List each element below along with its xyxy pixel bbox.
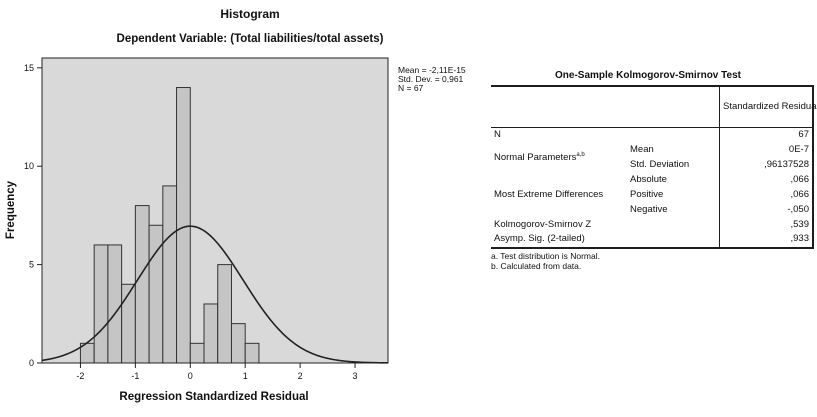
row-value: ,066 (719, 187, 814, 203)
ks-test-panel: One-Sample Kolmogorov-Smirnov Test Stand… (491, 70, 817, 271)
table-row: Kolmogorov-Smirnov Z ,539 (491, 217, 814, 233)
row-sublabel: Positive (630, 188, 664, 200)
table-note-b: b. Calculated from data. (491, 260, 582, 271)
histogram-svg: Histogram Dependent Variable: (Total lia… (5, 7, 466, 403)
table-header-standardized-residual: Standardized Residual (719, 86, 817, 128)
row-label: N (491, 126, 627, 143)
row-value: 0E-7 (719, 142, 814, 158)
row-sublabel (627, 218, 720, 233)
y-tick-label: 10 (24, 161, 34, 171)
row-sublabel: Mean (630, 143, 654, 155)
row-label-normal-parameters: Normal Parametersa,b (491, 143, 627, 173)
histogram-bar (93, 244, 109, 364)
y-axis-label: Frequency (5, 180, 17, 239)
chart-title: Histogram (220, 7, 279, 21)
y-axis-ticks: 0 5 10 15 (24, 63, 42, 368)
histogram-bar (134, 205, 150, 364)
y-tick-label: 0 (29, 358, 34, 368)
y-tick-label: 5 (29, 260, 34, 270)
x-axis-label: Regression Standardized Residual (119, 391, 308, 403)
row-label: Normal Parameters (494, 151, 577, 163)
table-row: Positive ,066 (491, 187, 814, 203)
row-label: Kolmogorov-Smirnov Z (494, 218, 592, 230)
row-value: ,539 (719, 217, 814, 233)
histogram-bar (176, 87, 191, 364)
table-row: N 67 (491, 126, 814, 143)
row-sublabel: Absolute (630, 173, 667, 185)
table-row: Normal Parametersa,b Mean 0E-7 (491, 142, 814, 163)
row-value: -,050 (719, 202, 814, 218)
chart-subtitle: Dependent Variable: (Total liabilities/t… (117, 33, 384, 45)
table-row: Std. Deviation ,96137528 (491, 157, 814, 173)
stats-n: N = 67 (398, 83, 424, 93)
stats-std-dev: Std. Dev. = 0,961 (398, 74, 464, 84)
x-tick-label: -1 (131, 371, 139, 381)
row-label: Asymp. Sig. (2-tailed) (494, 233, 585, 245)
row-sublabel (627, 232, 720, 248)
y-tick-label: 15 (24, 63, 34, 73)
x-tick-label: -2 (76, 371, 84, 381)
superscript-ab: a,b (576, 151, 585, 158)
row-sublabel (627, 126, 720, 143)
table-row: Asymp. Sig. (2-tailed) ,933 (491, 232, 814, 249)
ks-test-table: Standardized Residual N 67 Normal Parame… (491, 85, 817, 250)
stats-mean: Mean = -2,11E-15 (398, 65, 466, 75)
ks-table-title: One-Sample Kolmogorov-Smirnov Test (555, 70, 741, 81)
x-tick-label: 0 (188, 371, 193, 381)
normal-curve (41, 225, 389, 364)
histogram-bar (230, 323, 246, 364)
table-header-row: Standardized Residual (491, 86, 817, 128)
row-value: ,933 (719, 232, 814, 249)
row-value: ,96137528 (719, 157, 814, 173)
row-sublabel: Std. Deviation (630, 158, 690, 170)
x-axis-ticks: -2 -1 0 1 2 3 (76, 363, 358, 381)
x-tick-label: 3 (353, 371, 358, 381)
histogram-bar (189, 342, 205, 364)
row-sublabel: Negative (630, 203, 668, 215)
table-header-empty-2 (627, 86, 720, 128)
histogram-chart: Histogram Dependent Variable: (Total lia… (5, 7, 466, 403)
histogram-bar (162, 185, 178, 364)
table-note-a: a. Test distribution is Normal. (491, 251, 600, 262)
x-tick-label: 2 (298, 371, 303, 381)
table-row: Most Extreme Differences Absolute ,066 (491, 172, 814, 200)
row-label-most-extreme-differences: Most Extreme Differences (491, 173, 627, 218)
histogram-bar (217, 264, 232, 364)
x-tick-label: 1 (243, 371, 248, 381)
table-notes: a. Test distribution is Normal. b. Calcu… (491, 252, 805, 271)
histogram-bar (203, 303, 219, 364)
histogram-bar (121, 283, 136, 364)
table-header-empty-1 (491, 86, 627, 128)
row-value: ,066 (719, 172, 814, 188)
histogram-bar (107, 244, 123, 364)
histogram-bar (244, 342, 260, 364)
row-label: Most Extreme Differences (494, 188, 604, 200)
table-row: Negative -,050 (491, 202, 814, 218)
row-value: 67 (719, 126, 814, 143)
